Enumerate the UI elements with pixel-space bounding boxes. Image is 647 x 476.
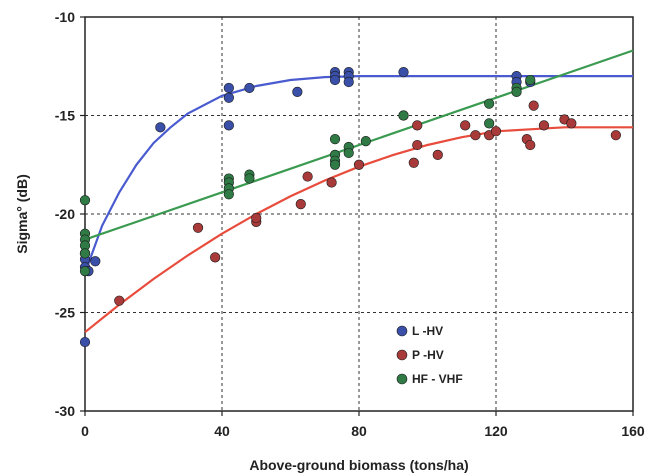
data-point-series-2 — [223, 189, 234, 200]
data-point-series-2 — [329, 159, 341, 170]
y-tick-label: -20 — [55, 206, 75, 222]
data-point-series-1 — [566, 118, 577, 129]
data-point-series-1 — [432, 149, 443, 160]
y-tick-label: -30 — [55, 403, 75, 419]
data-point-series-2 — [484, 118, 495, 129]
legend-label: L -HV — [412, 324, 443, 338]
data-point-series-0 — [223, 82, 234, 94]
data-point-series-1 — [490, 126, 502, 137]
data-point-series-1 — [610, 130, 621, 141]
data-point-series-1 — [538, 120, 550, 131]
data-point-series-1 — [302, 171, 313, 182]
legend-label: HF - VHF — [412, 372, 463, 386]
data-point-series-1 — [295, 199, 306, 210]
fit-line-series-0 — [83, 75, 633, 274]
data-point-series-0 — [292, 86, 303, 97]
data-point-series-2 — [343, 147, 354, 159]
data-point-series-1 — [192, 222, 204, 233]
data-point-series-0 — [398, 67, 409, 78]
data-point-series-1 — [412, 120, 423, 131]
data-point-series-2 — [398, 110, 409, 121]
data-point-series-1 — [528, 100, 539, 111]
data-point-series-0 — [155, 122, 166, 133]
data-point-series-1 — [114, 295, 125, 306]
data-point-series-0 — [90, 256, 101, 267]
data-point-series-0 — [244, 82, 255, 94]
legend-marker — [396, 349, 408, 361]
data-point-series-2 — [484, 98, 495, 109]
data-point-series-0 — [329, 74, 341, 86]
x-tick-label: 80 — [351, 423, 367, 439]
axis-ticks: 0 40 80 120 160 -10 -15 -20 -25 -30 — [55, 9, 645, 439]
x-axis-title: Above-ground biomass (tons/ha) — [249, 457, 468, 473]
data-point-series-2 — [244, 173, 255, 184]
data-point-series-0 — [343, 76, 354, 88]
data-point-series-0 — [79, 336, 91, 348]
data-point-series-1 — [460, 120, 471, 131]
data-point-series-1 — [326, 177, 337, 188]
y-axis-title: Sigma° (dB) — [14, 174, 30, 254]
legend-marker — [396, 325, 408, 337]
data-points — [79, 67, 621, 348]
y-tick-label: -15 — [55, 108, 75, 124]
legend: L -HV P -HV HF - VHF — [396, 324, 463, 386]
data-point-series-1 — [525, 139, 536, 151]
data-point-series-1 — [408, 157, 419, 168]
data-point-series-0 — [223, 120, 234, 131]
data-point-series-0 — [223, 92, 234, 103]
data-point-series-2 — [79, 248, 91, 259]
legend-label: P -HV — [412, 348, 444, 362]
x-tick-label: 40 — [214, 423, 230, 439]
x-tick-label: 0 — [81, 423, 89, 439]
fit-line-series-2 — [84, 49, 634, 241]
x-tick-label: 160 — [621, 423, 645, 439]
data-point-series-1 — [353, 159, 365, 170]
data-point-series-2 — [360, 136, 371, 147]
data-point-series-2 — [525, 74, 536, 86]
data-point-series-1 — [470, 130, 481, 141]
data-point-series-1 — [412, 139, 423, 151]
legend-marker — [396, 373, 408, 385]
data-point-series-1 — [251, 212, 262, 224]
data-point-series-2 — [79, 266, 91, 277]
data-point-series-1 — [210, 252, 221, 263]
grid — [85, 17, 633, 411]
data-point-series-2 — [511, 86, 522, 97]
data-point-series-2 — [79, 195, 91, 206]
data-point-series-2 — [329, 134, 341, 145]
y-tick-label: -10 — [55, 9, 75, 25]
y-tick-label: -25 — [55, 305, 75, 321]
x-tick-label: 120 — [484, 423, 508, 439]
